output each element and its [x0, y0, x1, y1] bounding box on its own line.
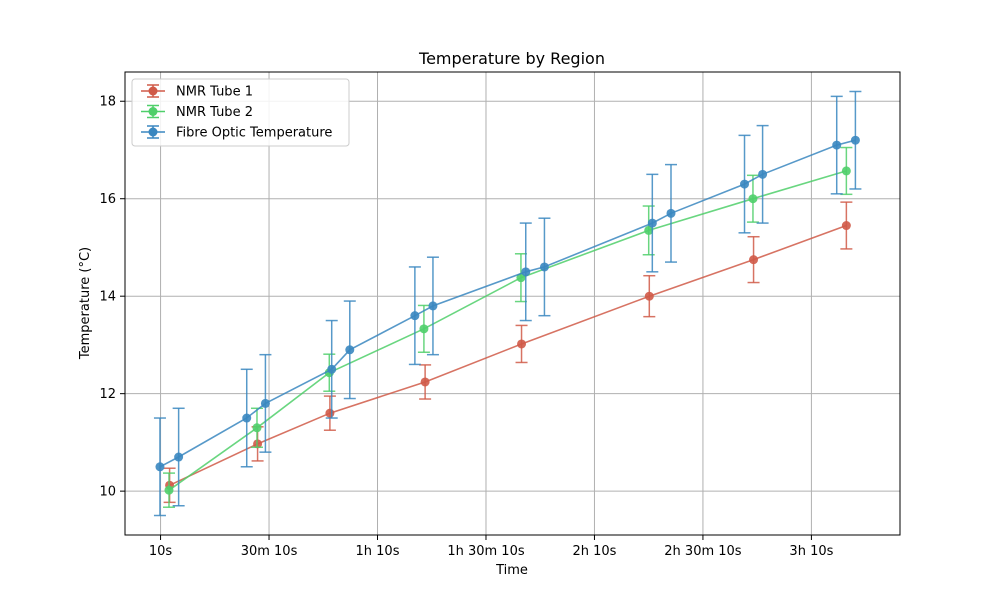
- legend-marker: [148, 107, 158, 116]
- grid: [125, 72, 900, 535]
- series-2: [153, 90, 862, 517]
- data-point: [419, 324, 429, 334]
- legend-marker: [148, 127, 158, 137]
- data-point: [850, 135, 860, 145]
- data-point: [748, 194, 758, 204]
- legend-label: Fibre Optic Temperature: [176, 126, 332, 141]
- x-tick-label: 2h 30m 10s: [664, 544, 742, 559]
- legend: NMR Tube 1 NMR Tube 2 Fibre Optic Temperat…: [131, 78, 350, 147]
- y-axis-ticks: 10 12 14 16 18: [99, 95, 125, 500]
- chart-title: Temperature by Region: [418, 49, 605, 68]
- x-tick-label: 10s: [149, 544, 173, 559]
- series-layer: [153, 90, 862, 517]
- x-tick-label: 3h 10s: [789, 544, 833, 559]
- data-point: [260, 398, 270, 408]
- data-point: [410, 311, 420, 321]
- data-point: [164, 485, 174, 495]
- data-point: [841, 221, 851, 231]
- data-point: [242, 413, 252, 423]
- y-tick-label: 14: [99, 290, 116, 305]
- data-point: [521, 267, 531, 277]
- x-tick-label: 1h 30m 10s: [447, 544, 525, 559]
- data-point: [428, 301, 438, 311]
- series-line: [168, 170, 847, 491]
- data-point: [325, 408, 335, 418]
- y-tick-label: 10: [99, 485, 116, 500]
- series-line: [159, 139, 856, 468]
- x-axis-ticks: 10s 30m 10s 1h 10s 1h 30m 10s 2h 10s 2h 30m 1…: [149, 535, 834, 559]
- y-tick-label: 16: [99, 192, 116, 207]
- data-point: [420, 377, 430, 387]
- x-tick-label: 2h 10s: [572, 544, 616, 559]
- legend-label: NMR Tube 2: [176, 105, 253, 120]
- series-line: [169, 224, 847, 487]
- data-point: [517, 339, 527, 349]
- data-point: [252, 423, 262, 433]
- x-axis-label: Time: [495, 563, 528, 578]
- data-point: [644, 225, 654, 235]
- series-0: [163, 201, 853, 504]
- data-point: [644, 291, 654, 301]
- x-tick-label: 1h 10s: [356, 544, 400, 559]
- x-tick-label: 30m 10s: [241, 544, 298, 559]
- data-point: [740, 179, 750, 189]
- data-point: [758, 169, 768, 179]
- data-point: [345, 345, 355, 355]
- legend-item: Fibre Optic Temperature: [141, 125, 332, 141]
- data-point: [174, 452, 184, 462]
- legend-marker: [148, 86, 158, 96]
- legend-label: NMR Tube 1: [176, 85, 253, 100]
- data-point: [647, 218, 657, 228]
- data-point: [155, 462, 165, 472]
- y-tick-label: 12: [99, 387, 116, 402]
- legend-box: [131, 78, 350, 147]
- plot-frame: [124, 71, 901, 536]
- data-point: [841, 166, 851, 176]
- data-point: [666, 208, 676, 218]
- legend-item: NMR Tube 2: [141, 104, 253, 120]
- legend-item: NMR Tube 1: [141, 84, 253, 100]
- data-point: [749, 255, 759, 265]
- y-tick-label: 18: [99, 95, 116, 110]
- data-point: [539, 262, 549, 272]
- y-axis-label: Temperature (°C): [78, 247, 93, 360]
- data-point: [327, 364, 337, 374]
- data-point: [832, 140, 842, 150]
